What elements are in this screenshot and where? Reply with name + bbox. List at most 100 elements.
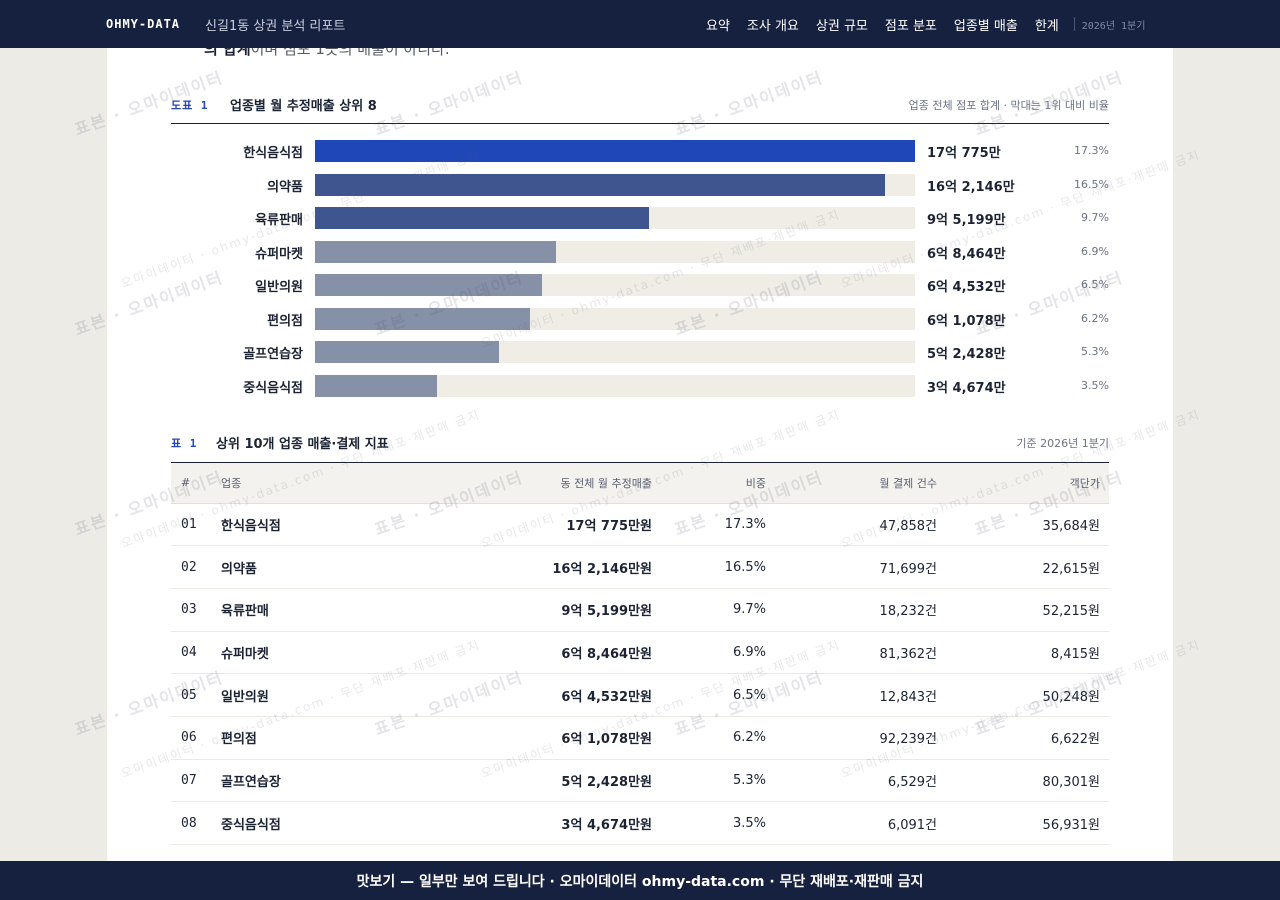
cell-avg-ticket: 50,248원 bbox=[937, 673, 1109, 717]
industry-metrics-table: # 업종 동 전체 월 추정매출 비중 월 결제 건수 객단가 01 한식음식점 1… bbox=[171, 463, 1109, 845]
bar bbox=[315, 140, 915, 162]
table-header-row: # 업종 동 전체 월 추정매출 비중 월 결제 건수 객단가 bbox=[171, 463, 1109, 504]
report-page: 의 합계이며 점포 1곳의 매출이 아니다. 도표 1 업종별 월 추정매출 상… bbox=[107, 48, 1173, 861]
cell-payment-count: 6,091건 bbox=[766, 801, 937, 845]
section-nav: 요약 조사 개요 상권 규모 점포 분포 업종별 매출 한계 2026년 1분기 bbox=[706, 0, 1160, 48]
bar bbox=[315, 374, 437, 397]
cell-rank: 06 bbox=[171, 716, 221, 760]
bar-value-label: 6억 1,078만 bbox=[927, 313, 1006, 329]
bar-track bbox=[315, 207, 915, 229]
cell-monthly-sales: 6억 1,078만원 bbox=[431, 716, 652, 760]
nav-item-summary[interactable]: 요약 bbox=[706, 18, 730, 34]
table-body: 01 한식음식점 17억 775만원 17.3% 47,858건 35,684원 02 의약품… bbox=[171, 503, 1109, 845]
cell-industry: 슈퍼마켓 bbox=[221, 631, 431, 675]
cell-share: 5.3% bbox=[652, 759, 766, 803]
bar-track bbox=[315, 307, 915, 330]
cell-monthly-sales: 9억 5,199만원 bbox=[431, 588, 652, 632]
col-industry: 업종 bbox=[221, 463, 431, 504]
figure-note: 업종 전체 점포 합계 · 막대는 1위 대비 비율 bbox=[908, 99, 1109, 112]
bar-value-label: 3억 4,674만 bbox=[927, 380, 1006, 396]
nav-item-sales-by-industry[interactable]: 업종별 매출 bbox=[953, 18, 1018, 34]
col-monthly-sales: 동 전체 월 추정매출 bbox=[431, 463, 652, 504]
bar-row: 한식음식점 17억 775만 17.3% bbox=[171, 140, 1109, 162]
cell-industry: 한식음식점 bbox=[221, 503, 431, 547]
cell-payment-count: 18,232건 bbox=[766, 588, 937, 632]
cell-payment-count: 71,699건 bbox=[766, 545, 937, 589]
bar-share-label: 16.5% bbox=[1074, 177, 1109, 191]
figure-number: 도표 1 bbox=[171, 99, 209, 112]
bar bbox=[315, 207, 650, 229]
col-share: 비중 bbox=[652, 463, 766, 504]
bar-row: 중식음식점 3억 4,674만 3.5% bbox=[171, 374, 1109, 397]
nav-item-market-size[interactable]: 상권 규모 bbox=[815, 18, 868, 34]
bar-row: 일반의원 6억 4,532만 6.5% bbox=[171, 274, 1109, 296]
cell-avg-ticket: 22,615원 bbox=[937, 545, 1109, 589]
bar-share-label: 17.3% bbox=[1074, 144, 1109, 157]
cell-industry: 의약품 bbox=[221, 545, 431, 589]
table-row: 01 한식음식점 17억 775만원 17.3% 47,858건 35,684원 bbox=[171, 503, 1109, 547]
bar-category-label: 한식음식점 bbox=[243, 146, 303, 161]
cell-share: 6.2% bbox=[652, 716, 766, 760]
nav-divider bbox=[1073, 17, 1075, 31]
cell-avg-ticket: 52,215원 bbox=[937, 588, 1109, 632]
col-avg-ticket: 객단가 bbox=[937, 463, 1109, 504]
cell-rank: 03 bbox=[171, 588, 221, 632]
cell-monthly-sales: 3억 4,674만원 bbox=[431, 801, 652, 845]
cell-rank: 01 bbox=[171, 503, 221, 547]
col-payment-count: 월 결제 건수 bbox=[766, 463, 937, 504]
nav-item-overview[interactable]: 조사 개요 bbox=[746, 18, 799, 34]
bar-share-label: 9.7% bbox=[1081, 211, 1109, 224]
bar-category-label: 편의점 bbox=[267, 313, 303, 329]
bar bbox=[315, 341, 500, 363]
bar-value-label: 6억 8,464만 bbox=[927, 246, 1006, 262]
cell-monthly-sales: 16억 2,146만원 bbox=[431, 545, 652, 589]
bar-value-label: 17억 775만 bbox=[927, 146, 1001, 161]
bar-share-label: 6.5% bbox=[1081, 278, 1109, 291]
sales-bar-chart: 한식음식점 17억 775만 17.3% 의약품 16억 2,146만 16.5% 육류판매… bbox=[171, 140, 1109, 410]
cell-avg-ticket: 6,622원 bbox=[937, 716, 1109, 760]
cell-payment-count: 92,239건 bbox=[766, 716, 937, 760]
bar bbox=[315, 307, 530, 330]
lead-paragraph-fragment: 의 합계이며 점포 1곳의 매출이 아니다. bbox=[204, 48, 450, 59]
figure-header: 도표 1 업종별 월 추정매출 상위 8 업종 전체 점포 합계 · 막대는 1… bbox=[171, 94, 1109, 124]
preview-notice-bar: 맛보기 — 일부만 보여 드립니다 · 오마이데이터 ohmy-data.com… bbox=[0, 861, 1280, 900]
bar-category-label: 중식음식점 bbox=[243, 380, 303, 396]
cell-industry: 일반의원 bbox=[221, 673, 431, 717]
cell-payment-count: 47,858건 bbox=[766, 503, 937, 547]
table-row: 07 골프연습장 5억 2,428만원 5.3% 6,529건 80,301원 bbox=[171, 759, 1109, 803]
bar-row: 슈퍼마켓 6억 8,464만 6.9% bbox=[171, 240, 1109, 263]
cell-industry: 중식음식점 bbox=[221, 801, 431, 845]
bar-track bbox=[315, 173, 915, 196]
brand-logo[interactable]: OHMY-DATA bbox=[106, 17, 181, 31]
bar-value-label: 9억 5,199만 bbox=[927, 213, 1006, 228]
period-label: 2026년 1분기 bbox=[1081, 20, 1146, 32]
bar-track bbox=[315, 240, 915, 263]
bar-track bbox=[315, 140, 915, 162]
bar-row: 편의점 6억 1,078만 6.2% bbox=[171, 307, 1109, 330]
bar-row: 골프연습장 5억 2,428만 5.3% bbox=[171, 341, 1109, 363]
cell-payment-count: 12,843건 bbox=[766, 673, 937, 717]
bar-category-label: 육류판매 bbox=[255, 213, 303, 228]
bar-category-label: 의약품 bbox=[267, 179, 303, 195]
table-number: 표 1 bbox=[171, 437, 198, 450]
cell-monthly-sales: 17억 775만원 bbox=[431, 503, 652, 547]
cell-share: 6.5% bbox=[652, 673, 766, 717]
table-row: 05 일반의원 6억 4,532만원 6.5% 12,843건 50,248원 bbox=[171, 673, 1109, 717]
table-row: 02 의약품 16억 2,146만원 16.5% 71,699건 22,615원 bbox=[171, 545, 1109, 589]
table-header: 표 1 상위 10개 업종 매출·결제 지표 기준 2026년 1분기 bbox=[171, 432, 1109, 463]
nav-item-store-distribution[interactable]: 점포 분포 bbox=[884, 18, 937, 34]
cell-rank: 08 bbox=[171, 801, 221, 845]
bar-track bbox=[315, 374, 915, 397]
bar-row: 육류판매 9억 5,199만 9.7% bbox=[171, 207, 1109, 229]
lead-bold-text: 의 합계 bbox=[204, 48, 251, 58]
cell-monthly-sales: 6억 4,532만원 bbox=[431, 673, 652, 717]
bar-share-label: 3.5% bbox=[1081, 378, 1109, 392]
figure-title: 업종별 월 추정매출 상위 8 bbox=[230, 99, 377, 114]
top-nav-bar: OHMY-DATA 신길1동 상권 분석 리포트 요약 조사 개요 상권 규모 … bbox=[0, 0, 1280, 48]
bar-category-label: 슈퍼마켓 bbox=[255, 246, 303, 262]
cell-rank: 02 bbox=[171, 545, 221, 589]
bar-share-label: 6.9% bbox=[1081, 244, 1109, 258]
cell-share: 3.5% bbox=[652, 801, 766, 845]
table-title: 상위 10개 업종 매출·결제 지표 bbox=[216, 437, 389, 452]
nav-item-limitations[interactable]: 한계 bbox=[1034, 18, 1059, 34]
